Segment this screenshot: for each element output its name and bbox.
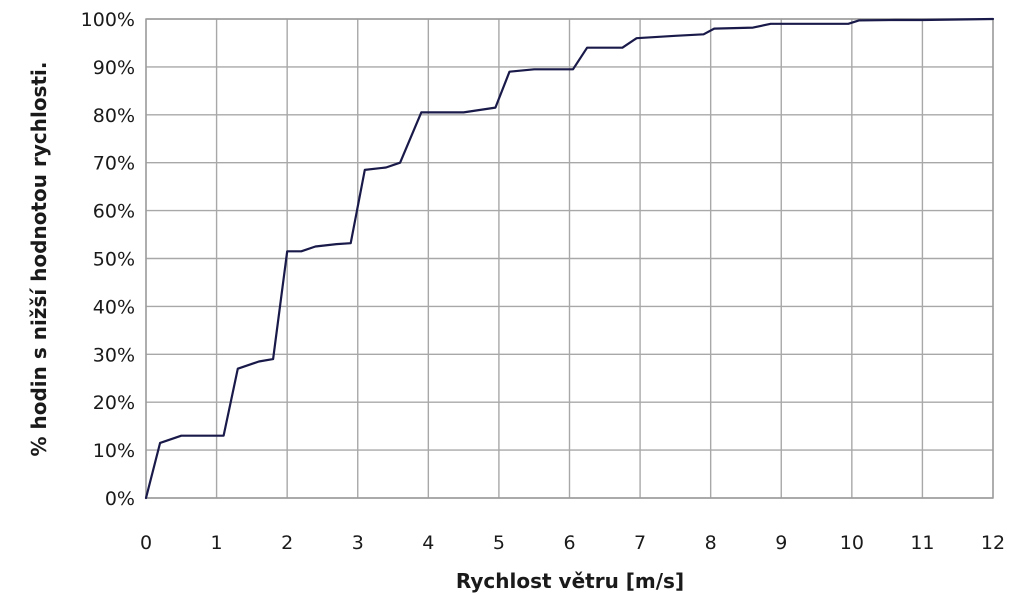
y-tick-label: 100% <box>81 9 135 31</box>
y-tick-label: 40% <box>93 296 135 318</box>
x-tick-label: 6 <box>563 532 575 554</box>
plot-area <box>144 17 995 500</box>
x-tick-label: 10 <box>840 532 864 554</box>
y-axis-ticks: 0% 10% 20% 30% 40% 50% 60% 70% 80% 90% 100% <box>81 9 135 510</box>
y-tick-label: 80% <box>93 105 135 127</box>
x-tick-label: 1 <box>211 532 223 554</box>
series-line <box>144 17 995 500</box>
x-axis-title: Rychlost větru [m/s] <box>456 569 684 593</box>
y-tick-label: 30% <box>93 344 135 366</box>
y-tick-label: 70% <box>93 153 135 175</box>
x-tick-label: 4 <box>422 532 434 554</box>
x-tick-label: 8 <box>705 532 717 554</box>
x-tick-label: 0 <box>140 532 152 554</box>
y-tick-label: 20% <box>93 392 135 414</box>
x-tick-label: 12 <box>981 532 1005 554</box>
y-tick-label: 90% <box>93 57 135 79</box>
y-tick-label: 10% <box>93 440 135 462</box>
x-tick-label: 11 <box>910 532 934 554</box>
y-tick-label: 0% <box>105 488 135 510</box>
y-tick-label: 50% <box>93 249 135 271</box>
x-tick-label: 2 <box>281 532 293 554</box>
chart-grid <box>145 18 994 499</box>
x-tick-label: 3 <box>352 532 364 554</box>
plot-border <box>145 18 994 499</box>
y-axis-title: % hodin s nižší hodnotou rychlosti. <box>27 62 51 457</box>
y-tick-label: 60% <box>93 201 135 223</box>
x-axis-ticks: 0 1 2 3 4 5 6 7 8 9 10 11 12 <box>140 532 1005 554</box>
x-tick-label: 9 <box>775 532 787 554</box>
x-tick-label: 5 <box>493 532 505 554</box>
x-tick-label: 7 <box>634 532 646 554</box>
